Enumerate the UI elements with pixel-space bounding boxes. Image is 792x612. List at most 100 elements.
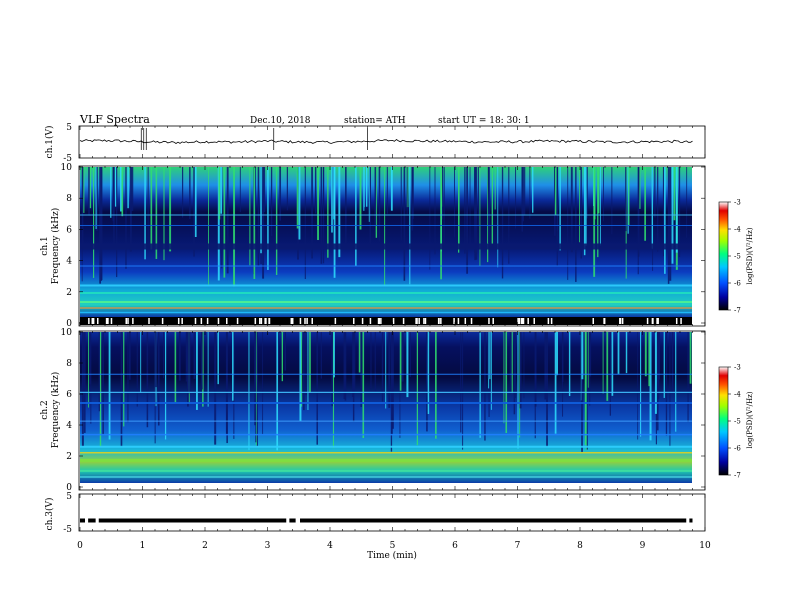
ch2-sferic-streaks	[81, 332, 692, 452]
ch1-strip-gap	[415, 318, 417, 324]
ch1-strip-gap	[97, 318, 99, 324]
ch1-colorbar-tick-label: -6	[734, 280, 741, 288]
ch1-strip-gap	[378, 318, 380, 324]
ch1-strip-gap	[132, 318, 134, 324]
ch1-spec-ytick-label: 4	[66, 257, 72, 267]
ch1-colorbar-ticks: -3 -4 -5 -6 -7	[728, 199, 741, 315]
ch1-strip-gap	[206, 318, 209, 324]
ch2-colorbar	[718, 366, 729, 476]
ch1-waveform-panel: 5 -5 ch.1(V)	[44, 123, 706, 164]
ch1-strip-gap	[148, 318, 150, 324]
ch1-strip-gap	[527, 318, 529, 324]
ch1-strip-gap	[352, 318, 355, 324]
ch1-spec-ytick-label: 10	[61, 163, 73, 173]
ch1-strip-gap	[416, 318, 418, 324]
ch1-strip-gap	[200, 318, 203, 324]
ch1-ytick-top: 5	[66, 123, 72, 133]
ch1-xticks	[79, 126, 706, 158]
ch1-strip-gap	[291, 318, 294, 324]
ch1-strip-gap	[547, 318, 550, 324]
ch1-strip-gap	[304, 318, 306, 324]
ch2-spectrogram-yticks: 10 8 6 4 2 0	[61, 328, 705, 493]
ch1-strip-gap	[88, 318, 90, 324]
ch2-colorbar-label: log(PSD)(V²/Hz)	[746, 391, 754, 448]
ch1-strip-gap	[380, 318, 382, 324]
ch1-strip-gap	[418, 318, 420, 324]
ch1-strip-gap	[453, 318, 455, 324]
ch1-strip-gap	[488, 318, 490, 324]
ch1-strip-gap	[522, 318, 525, 324]
ch1-strip-gap	[424, 318, 427, 324]
ch1-strip-gap	[402, 318, 405, 324]
figure-title: VLF Spectra	[79, 113, 150, 126]
ch1-strip-gap	[440, 318, 442, 324]
ch1-strip-gap	[517, 318, 519, 324]
ch1-strip-gap	[533, 318, 535, 324]
ch3-ylabel: ch.3(V)	[44, 498, 55, 531]
ch1-strip-gap	[657, 318, 659, 324]
ch1-spec-ytick-label: 6	[66, 225, 72, 235]
ch2-colorbar-tick-label: -5	[734, 418, 741, 426]
ch1-strip-gap	[392, 318, 395, 324]
x-axis-label: Time (min)	[367, 550, 417, 561]
ch2-colorbar-tick-label: -3	[734, 364, 741, 372]
ch1-spectrogram-xticks	[79, 166, 706, 326]
ch1-spec-ytick-label: 8	[66, 194, 72, 204]
ch1-strip-gap	[105, 318, 108, 324]
ch2-spec-ytick-label: 8	[66, 359, 72, 369]
ch1-colorbar-tick-label: -3	[734, 199, 741, 207]
ch1-strip-gap	[470, 318, 473, 324]
ch1-strip-gap	[520, 318, 523, 324]
ch1-spec-ytick-label: 2	[66, 288, 72, 298]
x-tick-label: 3	[265, 541, 271, 551]
ch1-spec-ytick-label: 0	[66, 319, 72, 329]
ch1-strip-gap	[260, 318, 263, 324]
ch1-strip-gap	[423, 318, 425, 324]
ch2-spectrogram-xticks	[79, 331, 706, 490]
ch1-strip-gap	[437, 318, 440, 324]
ch3-trace-segment	[98, 518, 287, 523]
ch1-strip-gap	[646, 318, 649, 324]
x-tick-label: 6	[452, 541, 458, 551]
ch1-strip-gap	[311, 318, 313, 324]
ch1-strip-gap	[334, 318, 337, 324]
ch1-spectrogram-yticks: 10 8 6 4 2 0	[61, 163, 705, 329]
ch2-spectral-lines	[80, 373, 692, 478]
ch1-strip-gap	[127, 318, 129, 324]
ch2-spec-ytick-label: 6	[66, 390, 72, 400]
ch1-strip-gap	[194, 318, 197, 324]
ch1-ytick-bottom: -5	[63, 154, 72, 164]
ch1-strip-gap	[369, 318, 372, 324]
ch1-strip-gap	[521, 318, 524, 324]
ch2-spec-ytick-label: 4	[66, 421, 72, 431]
ch1-strip-gap	[107, 318, 109, 324]
x-tick-label: 5	[390, 541, 396, 551]
ch1-strip-gap	[125, 318, 127, 324]
ch2-spec-ytick-label: 10	[61, 328, 73, 338]
ch2-colorbar-tick-label: -7	[734, 472, 741, 480]
ch3-trace-line	[80, 518, 693, 523]
ch1-spectral-lines	[80, 214, 692, 314]
ch1-strip-gap	[603, 318, 606, 324]
ch1-strip-gap	[299, 318, 302, 324]
ch1-freq-label: Frequency (kHz)	[50, 208, 61, 285]
x-tick-label: 10	[699, 541, 711, 551]
ch3-ytick-top: 5	[66, 492, 72, 502]
ch3-waveform-panel: 5 -5 ch.3(V)	[44, 492, 706, 535]
ch1-strip-gap	[226, 318, 228, 324]
ch1-strip-gap	[457, 318, 460, 324]
ch1-spikes	[140, 128, 368, 150]
ch1-strip-bg	[80, 317, 692, 325]
ch2-spec-ytick-label: 2	[66, 452, 72, 462]
ch1-strip-gap	[92, 318, 95, 324]
ch1-strip-gap	[268, 318, 271, 324]
ch1-strip-gap	[91, 318, 94, 324]
ch1-colorbar-tick-label: -7	[734, 307, 741, 315]
ch2-colorbar-tick-label: -6	[734, 445, 741, 453]
ch1-sferic-streaks	[81, 167, 688, 287]
ch1-strip-gap	[259, 318, 261, 324]
ch3-ytick-bottom: -5	[63, 525, 72, 535]
ch1-strip-gap	[181, 318, 183, 324]
